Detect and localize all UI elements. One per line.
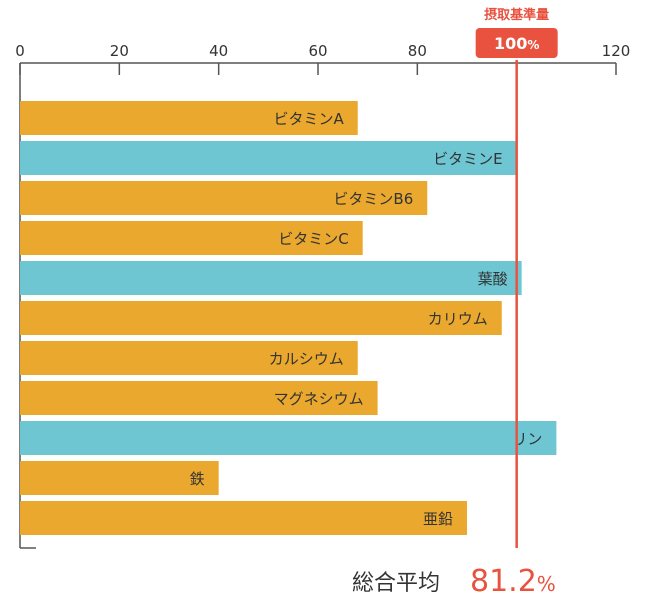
x-tick-label: 0 (15, 42, 25, 60)
bar-label: ビタミンA (273, 110, 344, 128)
reference-badge (475, 28, 558, 58)
bar-label: カルシウム (269, 350, 344, 368)
bar (20, 501, 467, 535)
bar-label: ビタミンE (433, 150, 502, 168)
average-value-number: 81.2 (470, 564, 537, 599)
x-tick-label: 40 (209, 42, 228, 60)
bar-labels: ビタミンA ビタミンE ビタミンB6 ビタミンC 葉酸カリウムカルシウムマグネシウムリン… (190, 110, 543, 528)
average-label: 総合平均 (352, 571, 440, 596)
reference-line-group: 摂取基準量 100% (475, 7, 558, 548)
bar (20, 101, 358, 135)
bar (20, 421, 557, 455)
reference-title: 摂取基準量 (484, 7, 549, 23)
bar (20, 221, 363, 255)
x-tick-label: 80 (408, 42, 427, 60)
bar (20, 141, 517, 175)
bar (20, 261, 522, 295)
bar (20, 461, 219, 495)
bar-label: 鉄 (190, 470, 205, 488)
x-tick-label: 60 (308, 42, 327, 60)
bar-label: 亜鉛 (423, 510, 453, 528)
bar (20, 181, 428, 215)
bar-label: マグネシウム (274, 390, 364, 408)
x-tick-label: 120 (602, 42, 631, 60)
reference-value-number: 100 (494, 34, 527, 53)
average-value: 81.2% (470, 564, 556, 599)
reference-value: 100% (494, 34, 539, 53)
average-value-unit: % (537, 572, 556, 596)
bar-label: ビタミンB6 (333, 190, 413, 208)
bar-label: ビタミンC (278, 230, 348, 248)
bar-label: 葉酸 (478, 270, 508, 288)
bar (20, 341, 358, 375)
reference-value-unit: % (527, 38, 539, 52)
average-group: 総合平均 81.2% (352, 564, 556, 599)
bars (20, 101, 557, 535)
bar-label: リン (512, 430, 542, 448)
bar (20, 381, 378, 415)
x-tick-label: 20 (110, 42, 129, 60)
bar (20, 301, 502, 335)
bar-label: カリウム (428, 310, 488, 328)
